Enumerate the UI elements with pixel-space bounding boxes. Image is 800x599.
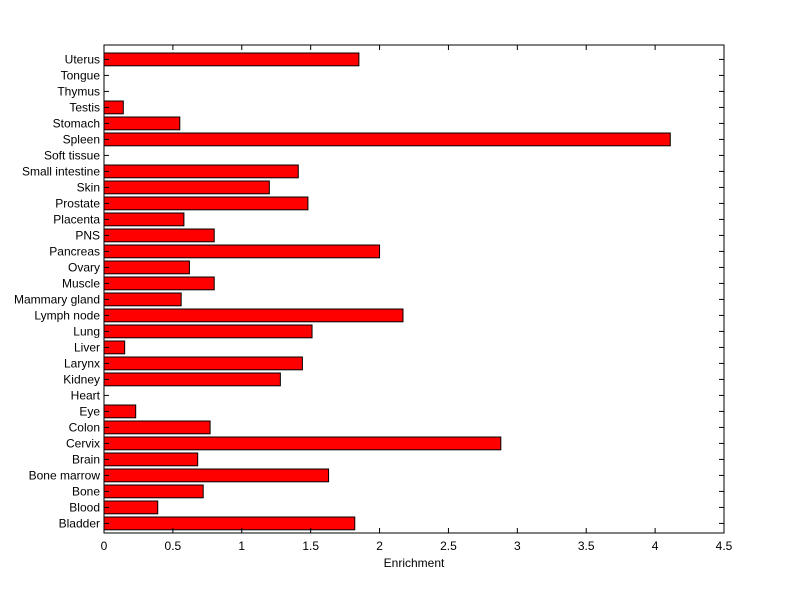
y-tick-label-pns: PNS — [75, 228, 100, 242]
bar-brain — [103, 452, 199, 467]
y-tick-label-kidney: Kidney — [63, 372, 100, 386]
bar-pns — [103, 228, 215, 243]
x-axis-label: Enrichment — [384, 556, 445, 570]
x-tick-label-2: 1 — [238, 539, 245, 553]
bar-larynx — [103, 356, 303, 371]
y-tick-label-muscle: Muscle — [62, 276, 100, 290]
bar-placenta — [103, 212, 185, 227]
y-tick-label-heart: Heart — [71, 388, 101, 402]
bar-bladder — [103, 516, 356, 531]
x-tick-label-8: 4 — [652, 539, 659, 553]
bar-lymph-node — [103, 308, 404, 323]
bar-cervix — [103, 436, 502, 451]
plot-frame — [103, 44, 725, 534]
x-tick-label-0: 0 — [101, 539, 108, 553]
bar-kidney — [103, 372, 281, 387]
y-tick-label-prostate: Prostate — [55, 196, 100, 210]
y-tick-label-spleen: Spleen — [63, 132, 100, 146]
y-tick-label-soft-tissue: Soft tissue — [44, 148, 100, 162]
y-tick-label-ovary: Ovary — [68, 260, 100, 274]
y-tick-label-placenta: Placenta — [53, 212, 100, 226]
bar-skin — [103, 180, 270, 195]
bar-stomach — [103, 116, 181, 131]
y-tick-label-small-intestine: Small intestine — [22, 164, 100, 178]
x-tick-label-6: 3 — [514, 539, 521, 553]
x-tick-label-9: 4.5 — [716, 539, 733, 553]
bar-ovary — [103, 260, 190, 275]
y-tick-label-pancreas: Pancreas — [49, 244, 100, 258]
y-tick-label-liver: Liver — [74, 340, 100, 354]
y-tick-label-eye: Eye — [79, 404, 100, 418]
y-tick-label-uterus: Uterus — [65, 52, 100, 66]
x-tick-label-7: 3.5 — [578, 539, 595, 553]
bar-lung — [103, 324, 313, 339]
y-tick-label-bone: Bone — [72, 484, 100, 498]
y-tick-label-tongue: Tongue — [61, 68, 101, 82]
ticks-group — [103, 45, 725, 533]
y-tick-label-larynx: Larynx — [64, 356, 100, 370]
y-tick-label-skin: Skin — [77, 180, 100, 194]
bar-bone-marrow — [103, 468, 330, 483]
y-tick-label-testis: Testis — [69, 100, 100, 114]
bar-pancreas — [103, 244, 381, 259]
bar-spleen — [103, 132, 671, 147]
bar-muscle — [103, 276, 215, 291]
y-tick-label-mammary-gland: Mammary gland — [14, 292, 100, 306]
y-tick-label-lymph-node: Lymph node — [34, 308, 100, 322]
bar-prostate — [103, 196, 309, 211]
y-tick-label-blood: Blood — [69, 500, 100, 514]
bar-small-intestine — [103, 164, 299, 179]
y-tick-label-thymus: Thymus — [57, 84, 100, 98]
bars-group — [103, 52, 671, 531]
tick-labels-group: Uterus Tongue Thymus Testis Stomach Spleen Sof… — [14, 52, 733, 553]
x-tick-label-5: 2.5 — [440, 539, 457, 553]
bar-colon — [103, 420, 211, 435]
x-tick-label-1: 0.5 — [165, 539, 182, 553]
bar-uterus — [103, 52, 360, 67]
bar-mammary-gland — [103, 292, 182, 307]
x-tick-label-3: 1.5 — [302, 539, 319, 553]
bar-bone — [103, 484, 204, 499]
y-tick-label-bladder: Bladder — [59, 516, 100, 530]
bar-blood — [103, 500, 159, 515]
x-tick-label-4: 2 — [376, 539, 383, 553]
y-tick-label-brain: Brain — [72, 452, 100, 466]
y-tick-label-lung: Lung — [73, 324, 100, 338]
y-tick-label-cervix: Cervix — [66, 436, 100, 450]
y-tick-label-colon: Colon — [69, 420, 100, 434]
y-tick-label-stomach: Stomach — [53, 116, 100, 130]
y-tick-label-bone-marrow: Bone marrow — [29, 468, 101, 482]
